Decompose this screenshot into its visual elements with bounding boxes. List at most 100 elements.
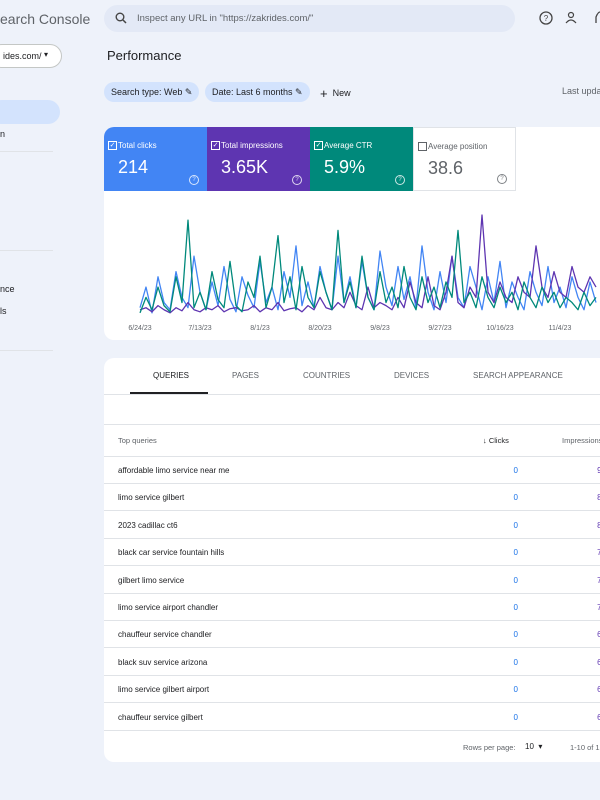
new-filter[interactable]: + New [320, 86, 351, 101]
account-icon[interactable] [567, 11, 575, 19]
metric-value: 214 [118, 157, 149, 177]
clicks: 0 [513, 685, 518, 695]
table-row[interactable]: limo service gilbert 0 82 [104, 483, 600, 512]
query: limo service gilbert [118, 493, 185, 503]
impressions: 82 [597, 520, 600, 530]
divider [104, 729, 600, 731]
metric-value: 3.65K [221, 157, 269, 177]
tab[interactable]: COUNTRIES [303, 371, 351, 380]
tab[interactable]: PAGES [232, 371, 259, 380]
chip-label: Date: Last 6 months [212, 87, 293, 97]
nav-item[interactable]: n [0, 129, 6, 139]
impressions: 67 [597, 685, 600, 695]
property-selector[interactable]: ides.com/ ▾ [0, 44, 62, 68]
nav-item[interactable]: nce [0, 284, 15, 294]
x-tick-label: 6/24/23 [128, 325, 151, 332]
metric-card[interactable]: ✓ Total impressions 3.65K? [207, 127, 310, 191]
column-header-text: Clicks [488, 436, 509, 445]
column-header: Top queries [118, 436, 157, 445]
divider [0, 250, 53, 251]
clicks: 0 [513, 575, 518, 585]
clicks: 0 [513, 657, 518, 667]
query: affordable limo service near me [118, 466, 230, 475]
impressions: 99 [597, 466, 600, 475]
table-row[interactable]: chauffeur service chandler 0 69 [104, 620, 600, 649]
table-row[interactable]: chauffeur service gilbert 0 64 [104, 703, 600, 731]
query: black suv service arizona [118, 657, 208, 667]
table-row[interactable]: limo service airport chandler 0 70 [104, 593, 600, 621]
chart: 6/24/23 7/13/23 8/1/23 8/20/23 9/8/23 9/27/23… [128, 214, 597, 332]
search-icon [115, 12, 127, 24]
filter-chip[interactable]: Search type: Web ✎ [104, 82, 200, 102]
impressions: 77 [597, 548, 600, 558]
query: limo service gilbert airport [118, 685, 210, 695]
filter-chip[interactable]: Date: Last 6 months ✎ [205, 82, 310, 102]
table-row[interactable]: limo service gilbert airport 0 67 [104, 675, 600, 704]
divider [104, 565, 600, 567]
table-row[interactable]: affordable limo service near me 0 99 [104, 456, 600, 484]
metric-card[interactable]: Average position 38.6? [413, 127, 516, 191]
table-row[interactable]: 2023 cadillac ct6 0 82 [104, 511, 600, 539]
divider [104, 592, 600, 594]
line-series [139, 214, 597, 314]
query: 2023 cadillac ct6 [118, 520, 178, 530]
table-row[interactable]: gilbert limo service 0 72 [104, 566, 600, 594]
chip-label: Search type: Web [111, 87, 183, 97]
tab[interactable]: DEVICES [394, 371, 430, 380]
nav-selected[interactable] [0, 100, 60, 124]
last-updated: Last upda [562, 86, 600, 96]
metric-card[interactable]: ✓ Average CTR 5.9%? [310, 127, 413, 191]
help-icon[interactable] [539, 11, 553, 25]
search-bar[interactable]: Inspect any URL in "https://zakrides.com… [104, 5, 515, 32]
x-tick-label: 9/8/23 [370, 325, 390, 332]
x-tick-label: 11/4/23 [549, 325, 572, 332]
checkbox: ✓ [314, 141, 323, 150]
divider [104, 620, 600, 621]
x-tick-label: 7/13/23 [188, 325, 211, 332]
table-row[interactable]: black car service fountain hills 0 77 [104, 538, 600, 567]
column-header[interactable]: Impressions [562, 436, 600, 445]
x-tick-label: 8/20/23 [308, 325, 331, 332]
x-tick-label: 8/1/23 [250, 325, 270, 332]
tab[interactable]: SEARCH APPEARANCE [473, 371, 563, 380]
impressions: 64 [597, 712, 600, 722]
toolbar-icons: ? [539, 11, 600, 25]
metric-label: Total clicks [118, 141, 157, 150]
divider [0, 350, 53, 351]
divider [0, 151, 53, 152]
divider [104, 510, 600, 512]
rows-per-page-label: Rows per page: [463, 743, 516, 752]
column-header[interactable]: ↓ Clicks [483, 436, 509, 445]
table-row[interactable]: black suv service arizona 0 68 [104, 648, 600, 676]
clicks: 0 [513, 630, 518, 640]
help-icon: ? [497, 174, 507, 184]
help-icon-glyph: ? [544, 14, 549, 23]
bell-icon[interactable] [595, 11, 600, 23]
checkbox [418, 142, 427, 151]
page-title: Performance [107, 48, 182, 63]
x-tick-label: 9/27/23 [428, 325, 451, 332]
checkbox: ✓ [108, 141, 117, 150]
rows-per-page-select[interactable]: 10 ▾ [525, 742, 543, 751]
tab-underline [130, 392, 208, 394]
nav-item[interactable]: ls [0, 306, 7, 316]
metric-label: Total impressions [221, 141, 283, 150]
clicks: 0 [513, 548, 518, 558]
impressions: 82 [597, 493, 600, 503]
divider [104, 394, 600, 395]
tab[interactable]: QUERIES [153, 371, 190, 380]
new-label: New [332, 88, 351, 98]
divider [104, 702, 600, 704]
dropdown-arrow: ▾ [44, 50, 49, 59]
divider [104, 674, 600, 676]
divider [104, 483, 600, 484]
impressions: 70 [597, 603, 600, 612]
metric-card[interactable]: ✓ Total clicks 214? [104, 127, 207, 191]
clicks: 0 [513, 493, 518, 503]
query: black car service fountain hills [118, 548, 225, 558]
metric-value: 38.6 [428, 158, 464, 178]
product-name: earch Console [0, 11, 91, 27]
query: gilbert limo service [118, 575, 185, 585]
clicks: 0 [513, 520, 518, 530]
